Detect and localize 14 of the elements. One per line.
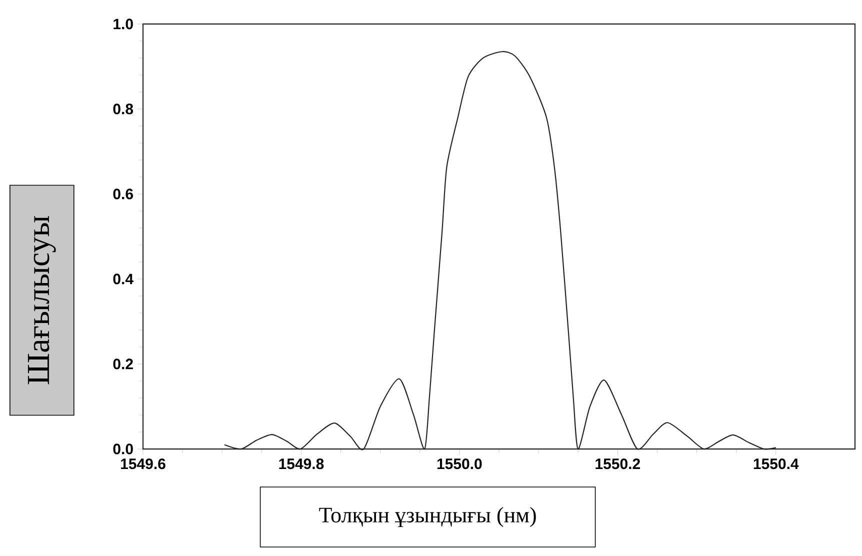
- line-series: [224, 51, 776, 450]
- x-tick-label: 1550.2: [596, 458, 640, 470]
- y-tick-label: 0.2: [113, 358, 133, 370]
- x-tick-label: 1549.6: [121, 458, 166, 470]
- y-tick-label: 0.8: [113, 104, 134, 114]
- x-tick-label: 1549.8: [279, 458, 324, 470]
- x-tick-label: 1550.4: [754, 458, 799, 470]
- x-axis-title: Толқын ұзындығы (нм): [319, 507, 536, 527]
- y-tick-label: 1.0: [114, 18, 133, 30]
- x-tick-label: 1550.0: [437, 458, 482, 470]
- y-tick-label: 0.0: [113, 444, 133, 454]
- y-axis-title: Шағылысуы: [28, 216, 56, 384]
- y-tick-label: 0.6: [113, 188, 133, 200]
- y-tick-label: 0.4: [113, 274, 134, 284]
